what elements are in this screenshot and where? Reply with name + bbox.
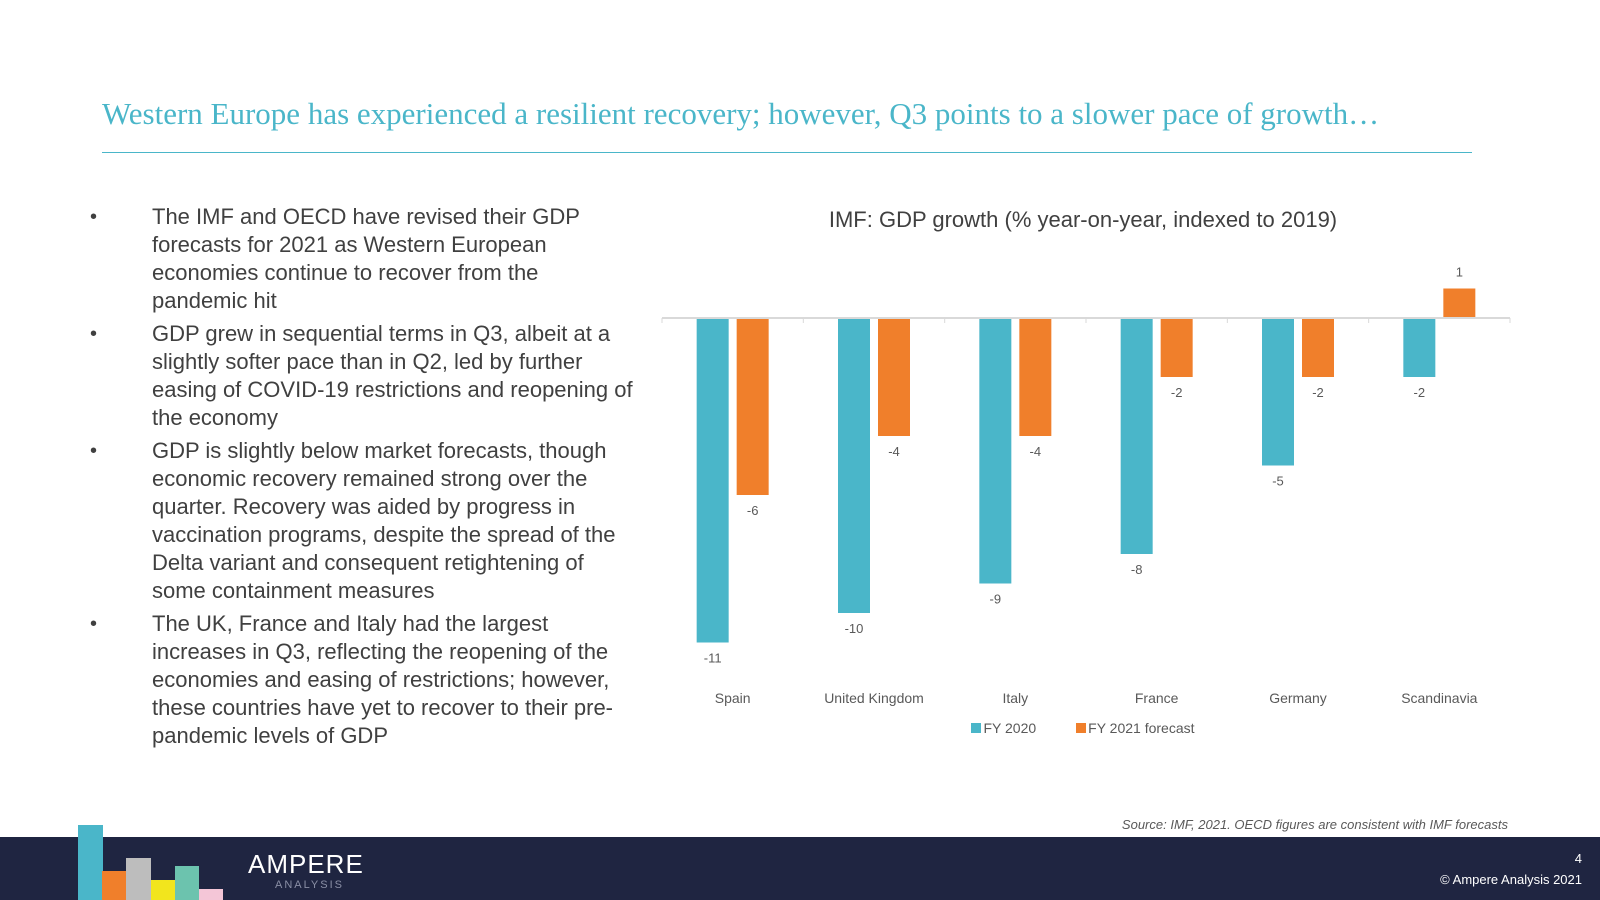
bar-fy2020-united-kingdom bbox=[838, 318, 870, 613]
logo-subtext: ANALYSIS bbox=[275, 879, 344, 891]
bar-fy2020-scandinavia bbox=[1403, 318, 1436, 377]
data-label: -10 bbox=[845, 621, 864, 636]
logo-mark bbox=[78, 825, 223, 900]
data-label: -6 bbox=[747, 503, 759, 518]
bar-fy2021-germany bbox=[1302, 318, 1334, 377]
bullet-list: • The IMF and OECD have revised their GDP… bbox=[88, 203, 638, 755]
bullet-text: The UK, France and Italy had the largest… bbox=[152, 611, 614, 748]
chart-legend: FY 2020 FY 2021 forecast bbox=[660, 720, 1506, 736]
data-label: -4 bbox=[1030, 444, 1042, 459]
legend-item-fy2021: FY 2021 forecast bbox=[1076, 720, 1195, 736]
category-label: Italy bbox=[1002, 690, 1028, 706]
source-note: Source: IMF, 2021. OECD figures are cons… bbox=[1121, 817, 1508, 832]
legend-label: FY 2021 forecast bbox=[1088, 720, 1195, 736]
legend-label: FY 2020 bbox=[983, 720, 1037, 736]
category-label: United Kingdom bbox=[824, 690, 924, 706]
category-label: Germany bbox=[1269, 690, 1327, 706]
data-label: -2 bbox=[1171, 385, 1183, 400]
bar-fy2021-spain bbox=[736, 318, 769, 495]
bullet-item: • The UK, France and Italy had the larges… bbox=[88, 610, 638, 750]
legend-swatch bbox=[1076, 723, 1087, 733]
data-label: -9 bbox=[990, 592, 1002, 607]
bar-fy2020-france bbox=[1120, 318, 1153, 554]
bar-fy2021-france bbox=[1160, 318, 1193, 377]
category-label: France bbox=[1135, 690, 1179, 706]
page-number: 4 bbox=[1574, 851, 1582, 866]
title-divider bbox=[102, 152, 1472, 153]
legend-item-fy2020: FY 2020 bbox=[971, 720, 1036, 736]
category-label: Spain bbox=[715, 690, 751, 706]
logo-block bbox=[151, 880, 175, 900]
slide-title: Western Europe has experienced a resilie… bbox=[102, 96, 1380, 131]
logo-block bbox=[102, 871, 126, 900]
bullet-text: GDP is slightly below market forecasts, … bbox=[152, 438, 616, 603]
bar-fy2020-italy bbox=[979, 318, 1012, 584]
data-label: -2 bbox=[1312, 385, 1324, 400]
bullet-item: • GDP is slightly below market forecasts,… bbox=[88, 437, 638, 605]
data-label: -11 bbox=[704, 651, 722, 666]
copyright: © Ampere Analysis 2021 bbox=[1440, 872, 1582, 887]
chart-title: IMF: GDP growth (% year-on-year, indexed… bbox=[828, 207, 1338, 232]
bullet-item: • GDP grew in sequential terms in Q3, alb… bbox=[88, 320, 638, 432]
bar-fy2021-italy bbox=[1019, 318, 1052, 436]
data-label: -5 bbox=[1272, 474, 1284, 489]
bar-fy2020-spain bbox=[696, 318, 729, 643]
data-label: -8 bbox=[1131, 562, 1143, 577]
data-label: -2 bbox=[1414, 385, 1426, 400]
logo-text: AMPERE bbox=[248, 849, 364, 879]
logo-block bbox=[199, 889, 223, 900]
bullet-marker: • bbox=[90, 323, 98, 345]
footer-bar bbox=[0, 837, 1600, 900]
bullet-marker: • bbox=[90, 440, 98, 462]
bar-fy2020-germany bbox=[1262, 318, 1294, 466]
bullet-marker: • bbox=[90, 206, 98, 228]
bullet-text: The IMF and OECD have revised their GDP … bbox=[152, 204, 580, 313]
data-label: -4 bbox=[888, 444, 900, 459]
bar-fy2021-scandinavia bbox=[1443, 288, 1476, 318]
bullet-item: • The IMF and OECD have revised their GDP… bbox=[88, 203, 638, 315]
logo-block bbox=[175, 866, 199, 900]
logo-block bbox=[126, 858, 151, 900]
bar-fy2021-united-kingdom bbox=[878, 318, 910, 436]
bullet-text: GDP grew in sequential terms in Q3, albe… bbox=[152, 321, 633, 430]
data-label: 1 bbox=[1456, 265, 1463, 280]
bullet-marker: • bbox=[90, 613, 98, 635]
logo-block bbox=[78, 825, 103, 900]
legend-swatch bbox=[971, 723, 982, 733]
category-label: Scandinavia bbox=[1401, 690, 1477, 706]
